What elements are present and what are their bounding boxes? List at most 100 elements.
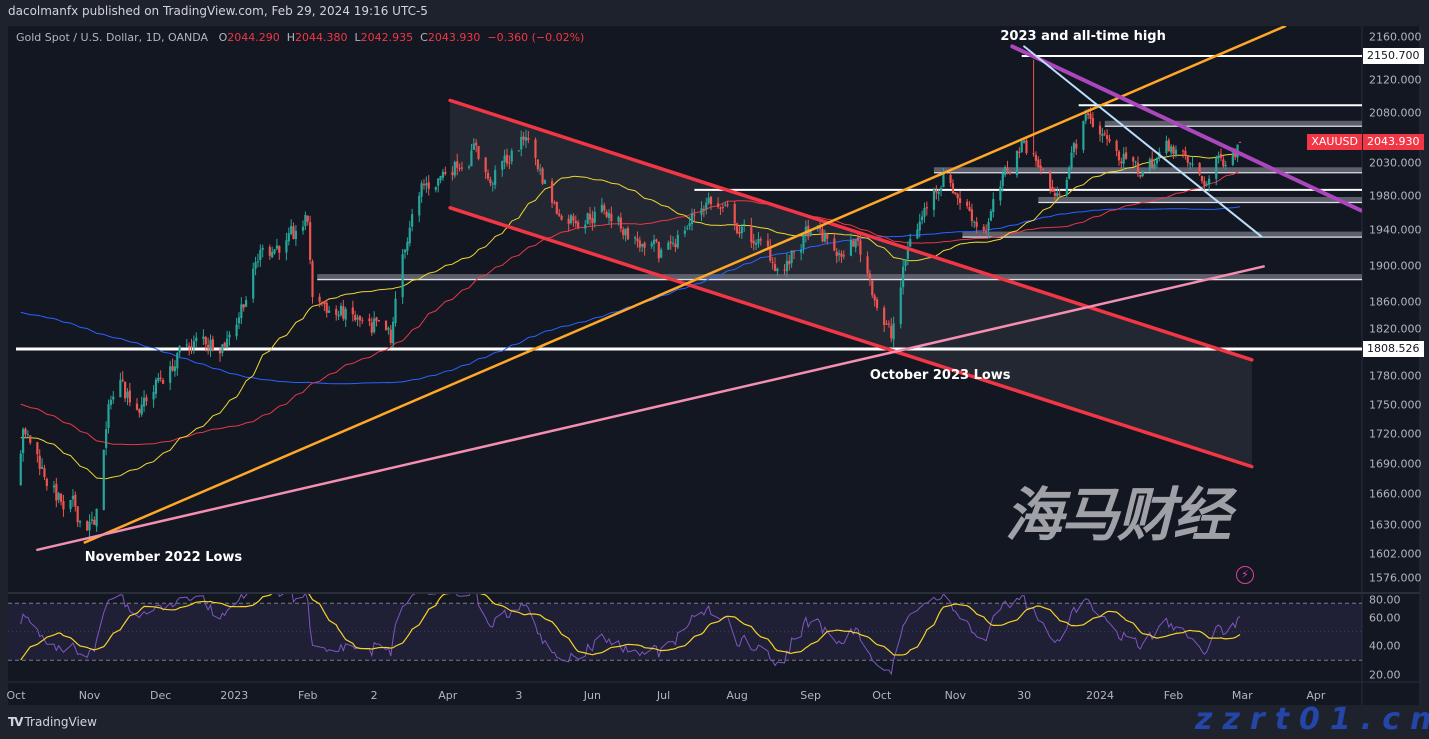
tradingview-logo[interactable]: TV TradingView — [8, 715, 97, 729]
candle — [19, 450, 22, 486]
candle — [524, 129, 528, 149]
candle — [607, 209, 611, 225]
candle — [1098, 121, 1102, 142]
close-value: 2043.930 — [427, 31, 481, 44]
candle — [622, 226, 625, 240]
candle — [1120, 157, 1123, 169]
chart-pane[interactable] — [8, 26, 1420, 705]
candle-body — [1103, 133, 1106, 135]
candle — [773, 257, 777, 272]
candle-body — [467, 166, 471, 168]
pink-support-line[interactable] — [36, 265, 1265, 552]
candle — [942, 167, 945, 188]
candle-body — [1217, 155, 1220, 159]
candle — [209, 334, 212, 357]
candle-body — [190, 346, 193, 348]
candle-body — [451, 172, 454, 176]
candle — [1051, 179, 1054, 193]
candle — [555, 201, 558, 215]
candle-body — [600, 204, 603, 213]
candle-body — [304, 215, 307, 227]
candle-body — [766, 240, 770, 247]
candle — [743, 219, 746, 233]
candles — [19, 59, 1242, 539]
candle — [752, 233, 755, 251]
candle — [1224, 160, 1227, 170]
candle — [169, 360, 172, 391]
purple-resistance-line[interactable] — [1010, 44, 1362, 213]
candle — [619, 212, 622, 233]
candle-body — [1208, 178, 1211, 185]
candle — [939, 185, 943, 197]
price-tick-label: 2120.000 — [1369, 73, 1422, 87]
current-price-label: 2043.930 — [1363, 134, 1424, 151]
candle-body — [102, 449, 105, 510]
symbol-legend: Gold Spot / U.S. Dollar, 1D, OANDA O2044… — [16, 31, 584, 44]
candle-body — [285, 240, 288, 253]
candle-body — [24, 428, 27, 435]
level-band-5[interactable] — [1038, 196, 1362, 202]
candle-body — [709, 196, 713, 205]
candle — [86, 520, 89, 531]
candle — [157, 372, 160, 384]
candle-body — [112, 396, 115, 400]
candle — [652, 234, 656, 252]
orange-support-line[interactable] — [83, 26, 1287, 544]
candle — [643, 241, 646, 256]
level-band-2[interactable] — [1104, 120, 1362, 126]
candle — [387, 326, 390, 335]
candle-body — [472, 143, 475, 150]
candle-body — [218, 350, 222, 354]
candle — [105, 421, 108, 456]
candle — [1170, 144, 1173, 157]
candle-body — [754, 243, 758, 245]
level-band-3[interactable] — [933, 167, 1362, 173]
candle-body — [240, 304, 243, 318]
candle — [207, 337, 210, 355]
candle-body — [508, 162, 511, 164]
candle-body — [494, 170, 497, 185]
candle — [178, 345, 181, 357]
candle — [1167, 137, 1170, 152]
candle-body — [567, 218, 570, 224]
price-tick-label: 1690.000 — [1369, 457, 1422, 471]
candle-body — [477, 145, 480, 159]
level-band-7[interactable] — [317, 274, 1362, 280]
candle — [1155, 156, 1159, 169]
candle — [605, 209, 608, 219]
candle — [1006, 160, 1009, 175]
channel-lower-line[interactable] — [448, 206, 1254, 469]
candle-body — [743, 224, 746, 226]
candle-body — [441, 171, 445, 178]
candle-body — [643, 242, 646, 248]
candle-body — [418, 195, 421, 216]
candle — [1065, 177, 1068, 198]
candle — [591, 210, 594, 231]
candle-body — [555, 202, 558, 214]
candle — [970, 203, 974, 227]
candle-body — [536, 159, 539, 170]
candle — [254, 256, 257, 276]
candle — [1141, 170, 1144, 178]
candle — [890, 317, 893, 343]
candle — [740, 223, 743, 239]
candle-body — [45, 478, 48, 486]
lightblue-trend-line[interactable] — [1023, 45, 1263, 238]
candle-body — [384, 320, 388, 330]
candle — [790, 250, 793, 268]
candle-body — [909, 239, 912, 247]
candle-body — [738, 232, 741, 234]
channel-fill — [450, 100, 1252, 467]
level-band-6[interactable] — [962, 231, 1362, 237]
candle — [792, 250, 796, 260]
candle-body — [344, 309, 347, 320]
candle-body — [401, 254, 404, 298]
candle-body — [721, 207, 724, 209]
candle-body — [1165, 140, 1168, 154]
lightning-icon[interactable]: ⚡ — [1236, 566, 1254, 584]
candle — [408, 220, 411, 247]
candle — [152, 385, 155, 408]
candle — [859, 233, 862, 263]
channel-upper-line[interactable] — [448, 98, 1254, 362]
